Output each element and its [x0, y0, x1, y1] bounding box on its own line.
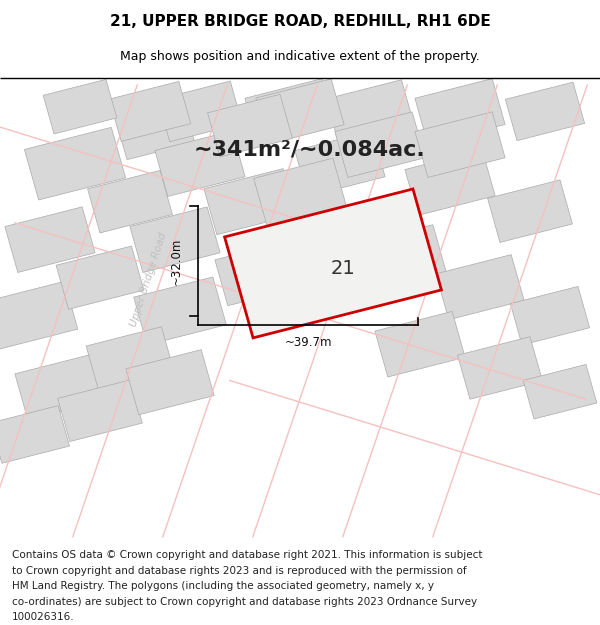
Polygon shape	[208, 94, 292, 157]
Polygon shape	[115, 101, 194, 159]
Polygon shape	[488, 180, 572, 243]
Polygon shape	[295, 131, 385, 196]
Polygon shape	[0, 406, 70, 463]
Text: Upper Bridge Road: Upper Bridge Road	[128, 231, 168, 328]
Polygon shape	[415, 112, 505, 178]
Polygon shape	[130, 207, 220, 272]
Text: ~341m²/~0.084ac.: ~341m²/~0.084ac.	[194, 139, 426, 159]
Polygon shape	[134, 277, 226, 345]
Polygon shape	[436, 254, 524, 320]
Polygon shape	[224, 189, 442, 338]
Text: HM Land Registry. The polygons (including the associated geometry, namely x, y: HM Land Registry. The polygons (includin…	[12, 581, 434, 591]
Text: 21: 21	[331, 259, 355, 278]
Polygon shape	[25, 127, 125, 200]
Polygon shape	[375, 311, 465, 377]
Text: Map shows position and indicative extent of the property.: Map shows position and indicative extent…	[120, 50, 480, 62]
Polygon shape	[505, 82, 584, 141]
Polygon shape	[353, 225, 446, 292]
Polygon shape	[5, 207, 95, 272]
Text: ~32.0m: ~32.0m	[170, 238, 182, 285]
Polygon shape	[204, 169, 296, 235]
Polygon shape	[326, 80, 414, 143]
Polygon shape	[458, 337, 542, 399]
Polygon shape	[43, 79, 117, 134]
Polygon shape	[415, 79, 505, 144]
Polygon shape	[293, 201, 386, 269]
Polygon shape	[0, 281, 78, 350]
Text: ~39.7m: ~39.7m	[284, 336, 332, 349]
Text: Contains OS data © Crown copyright and database right 2021. This information is : Contains OS data © Crown copyright and d…	[12, 550, 482, 560]
Text: co-ordinates) are subject to Crown copyright and database rights 2023 Ordnance S: co-ordinates) are subject to Crown copyr…	[12, 596, 477, 606]
Polygon shape	[215, 240, 305, 306]
Polygon shape	[256, 79, 344, 144]
Text: 21, UPPER BRIDGE ROAD, REDHILL, RH1 6DE: 21, UPPER BRIDGE ROAD, REDHILL, RH1 6DE	[110, 14, 490, 29]
Polygon shape	[158, 81, 242, 142]
Polygon shape	[126, 349, 214, 415]
Polygon shape	[335, 112, 425, 178]
Polygon shape	[405, 150, 495, 216]
Polygon shape	[88, 171, 172, 233]
Polygon shape	[109, 81, 191, 141]
Polygon shape	[254, 158, 346, 226]
Text: to Crown copyright and database rights 2023 and is reproduced with the permissio: to Crown copyright and database rights 2…	[12, 566, 467, 576]
Polygon shape	[86, 327, 174, 390]
Polygon shape	[58, 380, 142, 441]
Polygon shape	[245, 79, 335, 144]
Polygon shape	[56, 246, 144, 309]
Polygon shape	[523, 364, 597, 419]
Polygon shape	[155, 131, 245, 196]
Polygon shape	[511, 286, 590, 345]
Polygon shape	[15, 354, 105, 420]
Text: 100026316.: 100026316.	[12, 612, 74, 622]
